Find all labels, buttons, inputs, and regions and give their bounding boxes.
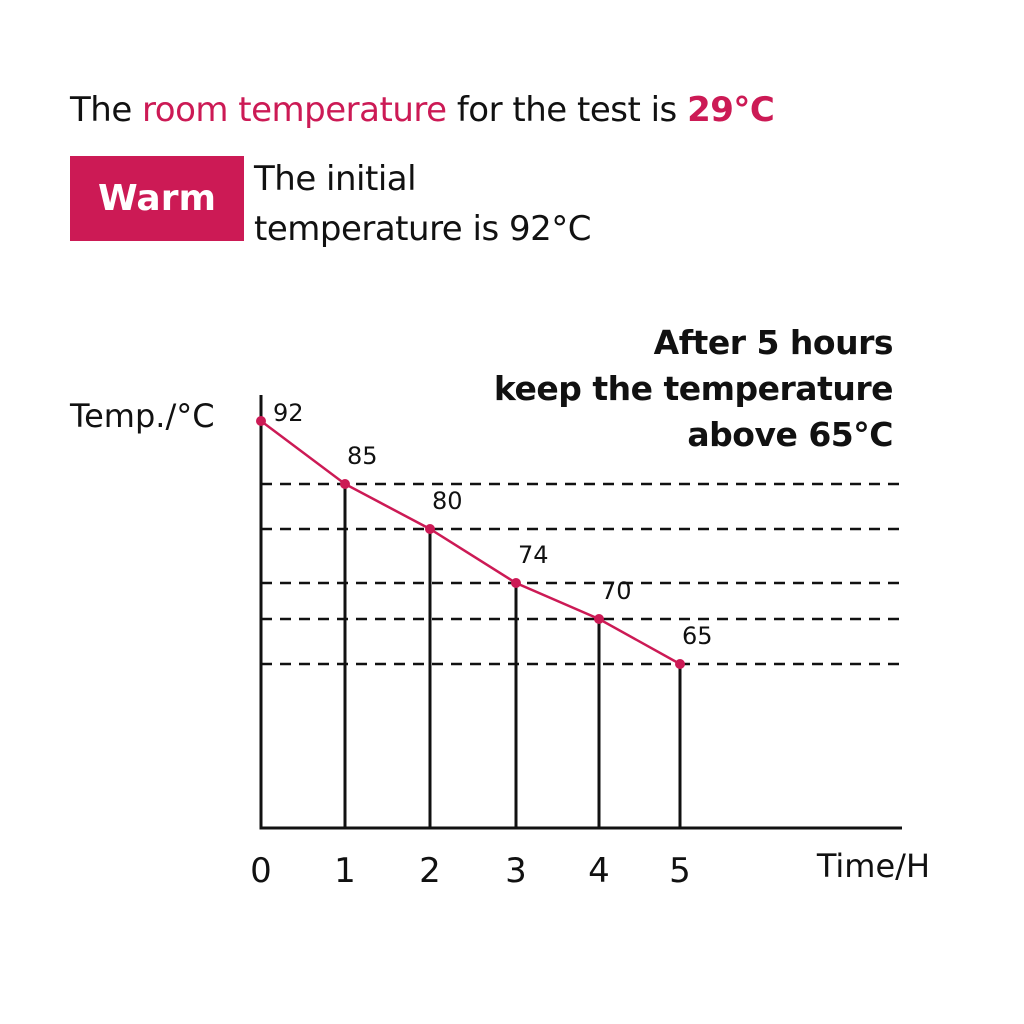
data-point-4: [594, 614, 604, 624]
data-label-1: 85: [347, 442, 378, 470]
data-point-3: [511, 578, 521, 588]
x-tick-label-1: 1: [334, 851, 356, 891]
room-temperature-value: 29°C: [687, 90, 775, 130]
x-tick-label-5: 5: [669, 851, 691, 891]
data-point-0: [256, 416, 266, 426]
initial-line-1: The initial: [254, 159, 417, 199]
x-tick-label-2: 2: [419, 851, 441, 891]
headline-accent: room temperature: [142, 90, 447, 130]
headline-middle: for the test is: [446, 90, 688, 130]
warm-badge: Warm: [70, 156, 244, 241]
note-line-1: After 5 hours: [653, 323, 894, 362]
note-line-2: keep the temperature: [493, 369, 894, 408]
headline-prefix: The: [70, 90, 143, 130]
x-tick-label-0: 0: [250, 851, 272, 891]
series-line: [260, 420, 681, 666]
data-point-2: [425, 524, 435, 534]
x-tick-label-4: 4: [588, 851, 610, 891]
data-label-5: 65: [682, 622, 713, 650]
annotation-note: After 5 hours keep the temperature above…: [493, 320, 894, 458]
data-point-5: [675, 659, 685, 669]
x-tick-label-3: 3: [505, 851, 527, 891]
data-label-0: 92: [273, 399, 304, 427]
headline: The room temperature for the test is 29°…: [70, 90, 775, 130]
note-line-3: above 65°C: [687, 415, 893, 454]
x-axis-label: Time/H: [816, 847, 930, 885]
initial-line-2: temperature is 92°C: [254, 209, 592, 249]
data-point-1: [340, 479, 350, 489]
data-label-2: 80: [432, 487, 463, 515]
data-label-3: 74: [518, 541, 549, 569]
y-axis-label: Temp./°C: [69, 397, 215, 435]
data-label-4: 70: [601, 577, 632, 605]
initial-temperature-text: The initial temperature is 92°C: [254, 154, 592, 254]
